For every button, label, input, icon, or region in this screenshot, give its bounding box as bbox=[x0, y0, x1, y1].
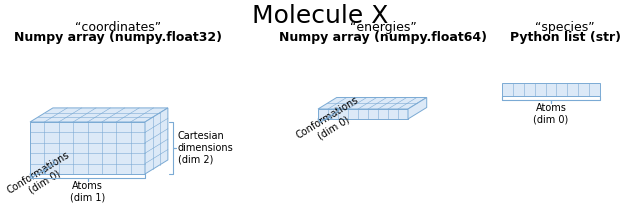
Text: Python list (str): Python list (str) bbox=[509, 31, 621, 44]
Polygon shape bbox=[30, 108, 168, 122]
Polygon shape bbox=[145, 108, 168, 174]
Polygon shape bbox=[502, 83, 600, 96]
Text: “species”: “species” bbox=[535, 21, 595, 34]
Text: Molecule X: Molecule X bbox=[252, 4, 388, 28]
Text: “coordinates”: “coordinates” bbox=[75, 21, 161, 34]
Text: Numpy array (numpy.float64): Numpy array (numpy.float64) bbox=[279, 31, 487, 44]
Text: Conformations
(dim 0): Conformations (dim 0) bbox=[6, 150, 77, 204]
Text: Conformations
(dim 0): Conformations (dim 0) bbox=[294, 95, 366, 151]
Text: “energies”: “energies” bbox=[349, 21, 417, 34]
Text: Atoms
(dim 0): Atoms (dim 0) bbox=[533, 103, 568, 125]
Text: Cartesian
dimensions
(dim 2): Cartesian dimensions (dim 2) bbox=[178, 131, 234, 165]
Text: Numpy array (numpy.float32): Numpy array (numpy.float32) bbox=[14, 31, 222, 44]
Polygon shape bbox=[318, 109, 408, 119]
Polygon shape bbox=[408, 98, 427, 119]
Polygon shape bbox=[30, 122, 145, 174]
Text: Atoms
(dim 1): Atoms (dim 1) bbox=[70, 181, 105, 203]
Polygon shape bbox=[318, 98, 427, 109]
